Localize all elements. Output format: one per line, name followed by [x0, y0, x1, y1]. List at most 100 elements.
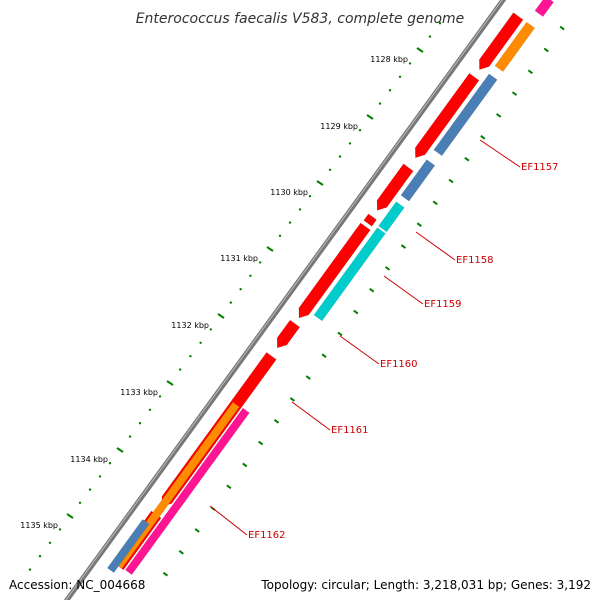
inner-tick-mark — [258, 440, 264, 446]
ef1158-red-bar — [414, 72, 480, 159]
ef1159-red-bar — [376, 163, 414, 211]
bottom-blue-bar — [107, 519, 150, 574]
inner-tick-mark — [162, 571, 169, 577]
inner-tick-mark — [527, 69, 533, 75]
ruler-minor-tick — [38, 555, 42, 558]
gene-leader-line — [209, 505, 248, 536]
gene-leader-line — [383, 275, 424, 305]
ruler-major-tick — [217, 313, 225, 319]
ruler-minor-tick — [48, 541, 52, 544]
ef1162-pink-bar — [125, 407, 250, 576]
top-orange-bar — [494, 21, 536, 73]
gene-label: EF1158 — [456, 255, 494, 266]
ruler-minor-tick — [259, 261, 262, 264]
inner-tick-mark — [384, 266, 391, 271]
genome-title: Enterococcus faecalis V583, complete gen… — [136, 11, 465, 27]
ruler-minor-tick — [398, 75, 402, 79]
ruler-labels: 1128 kbp 1129 kbp 1130 kbp 1131 kbp 1132 kbp… — [20, 55, 408, 530]
ruler-minor-tick — [138, 422, 142, 425]
ef1161-red-bar — [276, 319, 301, 349]
ef1158-blue-bar — [400, 159, 436, 202]
inner-tick-mark — [543, 47, 549, 53]
ruler-minor-tick — [88, 488, 92, 491]
ruler-major-tick — [166, 380, 174, 386]
inner-tick-mark — [511, 91, 518, 96]
ruler-tick-label: 1134 kbp — [70, 455, 108, 464]
ruler-tick-label: 1133 kbp — [120, 388, 158, 397]
ruler-minor-tick — [348, 142, 352, 145]
small-red-bar — [363, 213, 377, 227]
accession-text: Accession: NC_004668 — [9, 578, 146, 592]
inner-tick-mark — [496, 113, 502, 118]
inner-tick-mark — [305, 375, 311, 380]
ruler-major-tick — [66, 513, 74, 519]
ruler-major-tick — [366, 114, 374, 120]
ruler-minor-tick — [229, 301, 232, 304]
inner-tick-mark — [432, 200, 438, 206]
inner-tick-mark — [353, 309, 359, 315]
ruler-major-tick — [266, 246, 274, 252]
ef1157-blue-bar — [433, 73, 498, 157]
gene-label: EF1157 — [521, 162, 559, 173]
inner-tick-mark — [559, 25, 565, 31]
inner-tick-mark — [369, 287, 375, 293]
gene-leader-line — [479, 139, 521, 168]
ruler-tick-label: 1135 kbp — [20, 521, 58, 530]
ef1160-cyan-bar — [313, 227, 386, 322]
ruler-minor-tick — [338, 155, 342, 158]
ef1159-cyan-bar — [378, 201, 405, 233]
ruler-major-tick — [116, 447, 124, 453]
ruler-tick-label: 1129 kbp — [320, 122, 358, 131]
ruler-major-tick — [316, 180, 324, 186]
ruler-minor-tick — [28, 568, 32, 571]
ruler-minor-tick — [78, 501, 82, 504]
ef1157-red-bar — [479, 12, 524, 70]
ruler-minor-tick — [408, 62, 412, 65]
inner-tick-mark — [226, 484, 232, 490]
ruler-minor-tick — [108, 462, 112, 465]
gene-leader-line — [339, 335, 380, 365]
ruler-minor-tick — [288, 221, 292, 224]
inner-tick-track — [162, 25, 565, 577]
ruler-minor-tick — [179, 368, 182, 371]
ruler-minor-tick — [378, 102, 382, 105]
gene-label-lines — [209, 139, 521, 536]
ruler-tick-label: 1131 kbp — [220, 254, 258, 263]
gene-leader-line — [291, 401, 331, 431]
gene-label: EF1159 — [424, 299, 462, 310]
ruler-minor-tick — [98, 475, 102, 478]
ruler-major-tick — [416, 47, 424, 53]
ruler-minor-tick — [58, 528, 62, 531]
ruler-minor-tick — [158, 395, 162, 398]
inner-tick-mark — [464, 156, 470, 162]
gene-labels: EF1157 EF1158 EF1159 EF1160 EF1161 EF1162 — [248, 162, 559, 541]
ruler-minor-tick — [388, 89, 392, 92]
gene-leader-line — [415, 231, 456, 261]
backbone-ring-highlight — [65, 0, 503, 600]
gene-label: EF1161 — [331, 425, 369, 436]
inner-tick-mark — [448, 178, 454, 184]
inner-tick-mark — [416, 222, 422, 227]
ruler-minor-tick — [428, 35, 432, 38]
inner-tick-mark — [194, 528, 200, 533]
ruler-minor-tick — [249, 274, 252, 277]
feature-track — [107, 0, 554, 576]
ruler-minor-tick — [128, 435, 132, 438]
ef1160-red-bar — [298, 222, 371, 319]
gene-label: EF1162 — [248, 530, 286, 541]
ruler-minor-tick — [209, 328, 212, 331]
ruler-minor-tick — [358, 129, 362, 132]
topology-text: Topology: circular; Length: 3,218,031 bp… — [261, 578, 591, 592]
ruler-track — [28, 22, 442, 571]
gene-label: EF1160 — [380, 359, 418, 370]
ruler-minor-tick — [189, 355, 192, 358]
ruler-minor-tick — [298, 208, 302, 211]
inner-tick-mark — [480, 135, 486, 140]
inner-tick-mark — [400, 244, 407, 249]
inner-tick-mark — [178, 550, 184, 555]
ruler-minor-tick — [148, 408, 152, 411]
inner-tick-mark — [321, 353, 327, 359]
top-pink-bar — [534, 0, 554, 17]
inner-tick-mark — [242, 462, 248, 468]
